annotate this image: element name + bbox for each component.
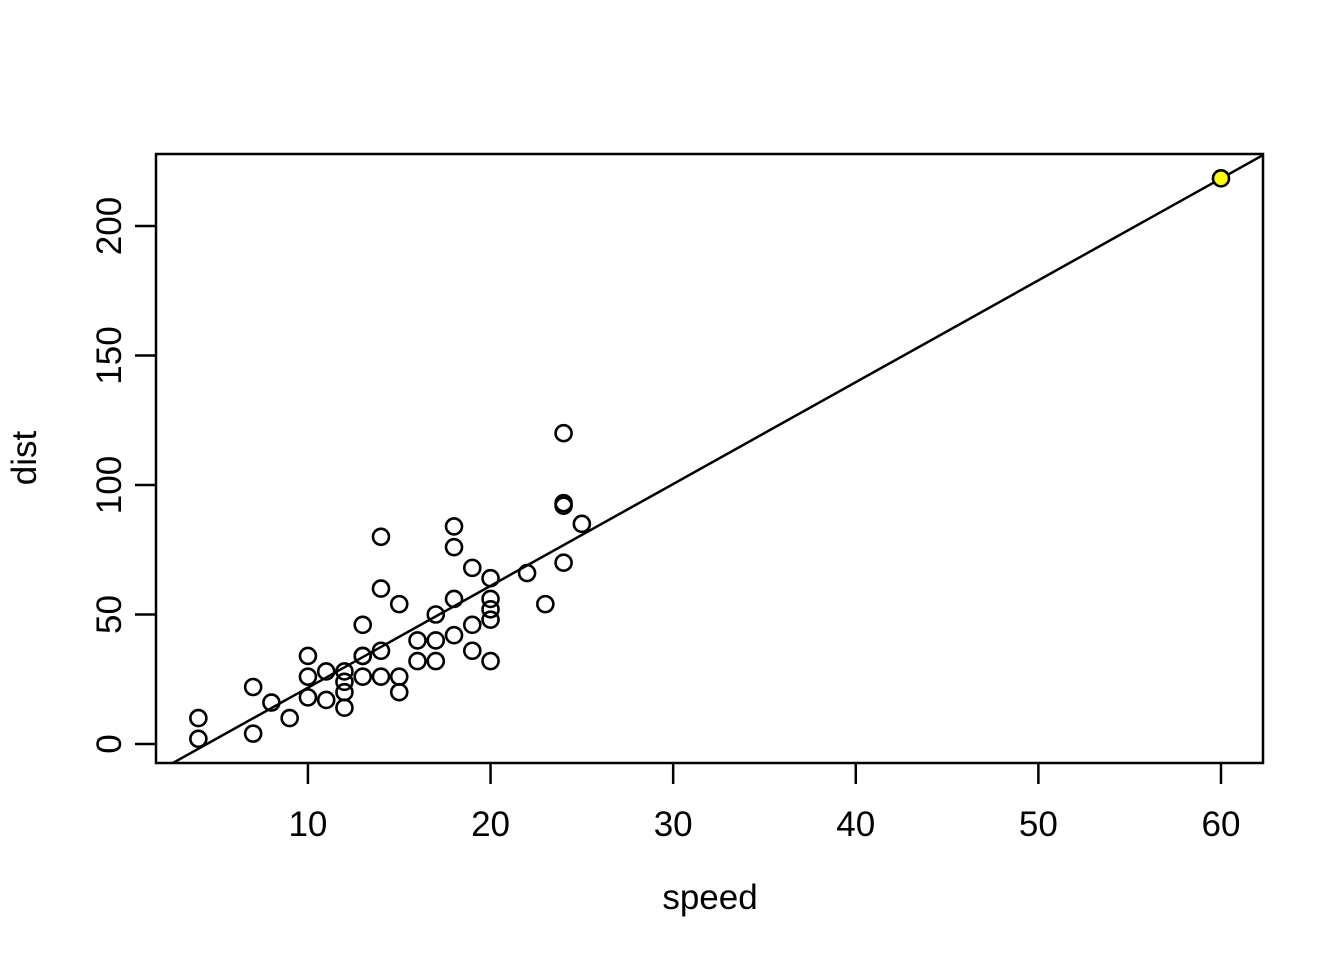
data-point xyxy=(371,641,391,661)
data-point xyxy=(481,600,500,619)
data-point xyxy=(572,514,592,534)
outlier-marker xyxy=(1211,169,1231,188)
x-tick-label: 10 xyxy=(288,805,327,844)
data-point xyxy=(426,605,446,624)
highlighted-outlier-point xyxy=(1211,169,1231,188)
x-axis-ticks xyxy=(306,763,1223,784)
data-point xyxy=(316,662,336,681)
y-tick-label: 200 xyxy=(90,197,129,255)
data-point xyxy=(316,690,336,710)
data-point xyxy=(481,568,500,588)
data-point xyxy=(408,651,427,671)
data-point xyxy=(298,667,318,686)
data-point xyxy=(481,610,500,629)
data-point xyxy=(335,662,354,681)
plot-border xyxy=(154,152,1265,765)
x-tick-label: 50 xyxy=(1019,805,1058,844)
data-point xyxy=(554,493,573,513)
y-tick-label: 0 xyxy=(90,734,129,753)
data-point xyxy=(444,537,464,557)
data-point xyxy=(481,651,500,671)
y-tick-label: 150 xyxy=(90,326,129,384)
regression-line xyxy=(170,154,1263,763)
data-point xyxy=(462,641,482,661)
y-axis-ticks xyxy=(135,224,156,746)
data-point xyxy=(189,729,208,749)
data-point xyxy=(389,682,409,702)
data-point xyxy=(462,558,482,578)
data-point xyxy=(353,615,373,635)
y-tick-label: 100 xyxy=(90,456,129,514)
data-point xyxy=(243,724,263,743)
data-point xyxy=(371,527,391,547)
x-tick-label: 60 xyxy=(1202,805,1241,844)
data-point xyxy=(426,651,446,671)
data-point xyxy=(371,579,391,598)
data-point xyxy=(554,553,573,572)
data-point xyxy=(536,594,555,614)
data-points xyxy=(189,423,592,749)
data-point xyxy=(298,688,318,707)
data-point xyxy=(517,563,537,583)
data-point xyxy=(371,667,391,686)
data-point xyxy=(335,682,354,702)
data-point xyxy=(243,677,263,697)
data-point xyxy=(389,667,409,686)
data-point xyxy=(353,667,373,686)
data-point xyxy=(389,594,409,614)
data-point xyxy=(444,589,464,609)
data-point xyxy=(554,423,573,443)
x-tick-label: 30 xyxy=(654,805,693,844)
data-point xyxy=(335,672,354,692)
x-tick-label: 20 xyxy=(471,805,510,844)
data-point xyxy=(298,646,318,666)
data-point xyxy=(353,646,373,666)
x-axis-tick-labels: 10 20 30 40 50 60 xyxy=(288,805,1240,844)
data-point xyxy=(444,625,464,645)
data-point xyxy=(481,589,500,609)
data-point xyxy=(335,698,354,718)
y-axis-tick-labels: 0 50 100 150 200 xyxy=(90,197,129,754)
data-point xyxy=(280,708,299,728)
data-point xyxy=(444,517,464,536)
data-point xyxy=(408,631,427,650)
y-axis-title: dist xyxy=(5,430,44,485)
data-point xyxy=(426,631,446,650)
y-tick-label: 50 xyxy=(90,595,129,634)
data-point xyxy=(462,615,482,635)
x-tick-label: 40 xyxy=(836,805,875,844)
data-point xyxy=(189,708,208,728)
data-point xyxy=(262,693,281,712)
x-axis-title: speed xyxy=(662,878,757,917)
